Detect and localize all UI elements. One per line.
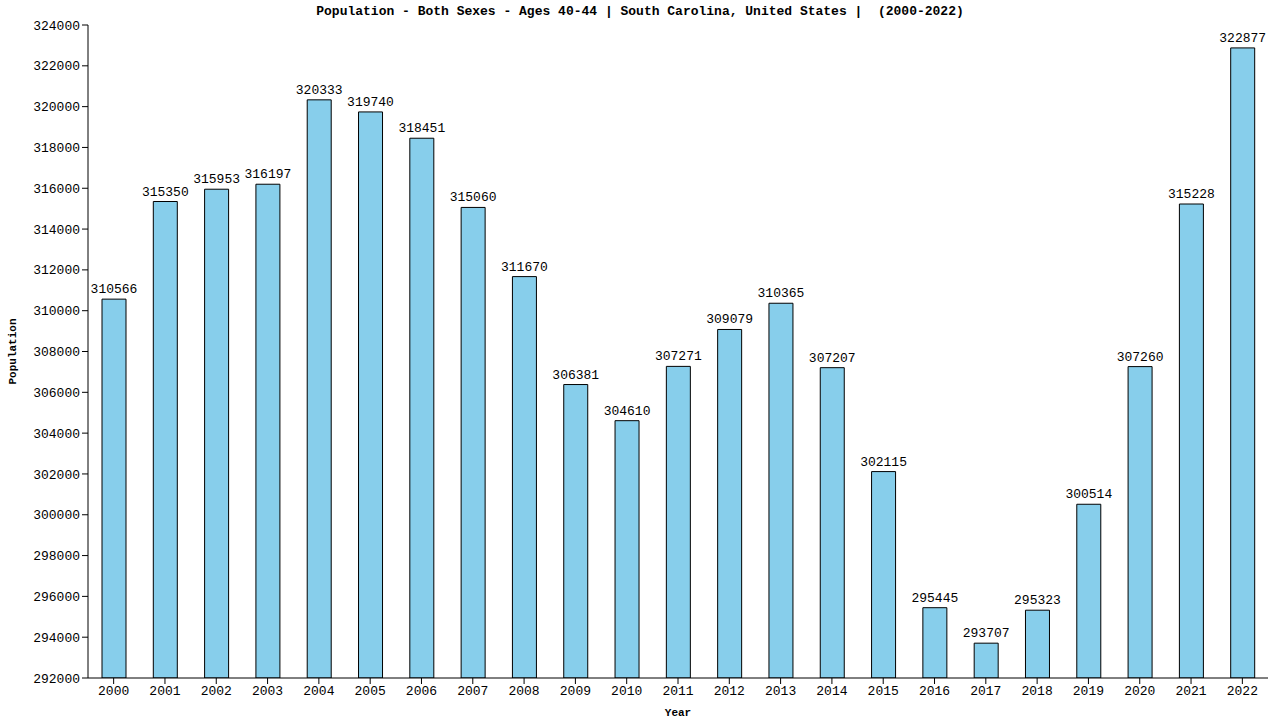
svg-text:294000: 294000: [33, 631, 80, 646]
svg-text:2010: 2010: [611, 684, 642, 699]
svg-text:318000: 318000: [33, 141, 80, 156]
svg-text:302000: 302000: [33, 468, 80, 483]
svg-text:315953: 315953: [193, 172, 240, 187]
svg-text:296000: 296000: [33, 590, 80, 605]
svg-text:304000: 304000: [33, 427, 80, 442]
svg-text:307271: 307271: [655, 349, 702, 364]
svg-text:2012: 2012: [714, 684, 745, 699]
svg-text:Year: Year: [665, 707, 691, 719]
svg-text:306000: 306000: [33, 386, 80, 401]
svg-text:2014: 2014: [816, 684, 847, 699]
svg-text:310000: 310000: [33, 304, 80, 319]
svg-text:307207: 307207: [809, 351, 856, 366]
svg-text:2000: 2000: [98, 684, 129, 699]
svg-text:2006: 2006: [406, 684, 437, 699]
svg-text:2020: 2020: [1124, 684, 1155, 699]
svg-text:322000: 322000: [33, 59, 80, 74]
svg-text:293707: 293707: [963, 626, 1010, 641]
svg-text:306381: 306381: [552, 368, 599, 383]
svg-text:319740: 319740: [347, 95, 394, 110]
svg-text:2019: 2019: [1073, 684, 1104, 699]
svg-text:309079: 309079: [706, 312, 753, 327]
svg-text:2001: 2001: [149, 684, 180, 699]
svg-text:311670: 311670: [501, 260, 548, 275]
svg-text:2013: 2013: [765, 684, 796, 699]
svg-text:2008: 2008: [508, 684, 539, 699]
svg-text:2002: 2002: [201, 684, 232, 699]
svg-text:308000: 308000: [33, 345, 80, 360]
svg-text:322877: 322877: [1219, 31, 1266, 46]
svg-text:Population: Population: [8, 318, 19, 384]
svg-text:315228: 315228: [1168, 187, 1215, 202]
svg-text:292000: 292000: [33, 672, 80, 687]
html-text:Population - Both Sexes - Ages: Population - Both Sexes - Ages 40-44 | S…: [316, 4, 964, 19]
svg-text:2003: 2003: [252, 684, 283, 699]
svg-text:2011: 2011: [662, 684, 693, 699]
svg-text:300514: 300514: [1065, 487, 1112, 502]
svg-text:2017: 2017: [970, 684, 1001, 699]
svg-text:295323: 295323: [1014, 593, 1061, 608]
svg-text:2018: 2018: [1022, 684, 1053, 699]
svg-text:2015: 2015: [868, 684, 899, 699]
svg-text:2022: 2022: [1227, 684, 1258, 699]
svg-text:2007: 2007: [457, 684, 488, 699]
svg-text:295445: 295445: [911, 591, 958, 606]
svg-text:298000: 298000: [33, 549, 80, 564]
svg-text:302115: 302115: [860, 455, 907, 470]
svg-text:320333: 320333: [296, 83, 343, 98]
svg-text:2021: 2021: [1175, 684, 1206, 699]
svg-text:312000: 312000: [33, 263, 80, 278]
svg-text:315060: 315060: [450, 190, 497, 205]
svg-text:324000: 324000: [33, 19, 80, 34]
svg-text:2005: 2005: [355, 684, 386, 699]
svg-text:315350: 315350: [142, 185, 189, 200]
svg-text:310566: 310566: [91, 282, 138, 297]
svg-text:320000: 320000: [33, 100, 80, 115]
svg-text:2004: 2004: [303, 684, 334, 699]
svg-text:304610: 304610: [604, 404, 651, 419]
svg-text:314000: 314000: [33, 223, 80, 238]
svg-text:2009: 2009: [560, 684, 591, 699]
svg-text:310365: 310365: [758, 286, 805, 301]
svg-text:2016: 2016: [919, 684, 950, 699]
svg-text:316000: 316000: [33, 182, 80, 197]
svg-text:307260: 307260: [1117, 350, 1164, 365]
svg-text:316197: 316197: [245, 167, 292, 182]
svg-text:300000: 300000: [33, 508, 80, 523]
svg-text:318451: 318451: [398, 121, 445, 136]
